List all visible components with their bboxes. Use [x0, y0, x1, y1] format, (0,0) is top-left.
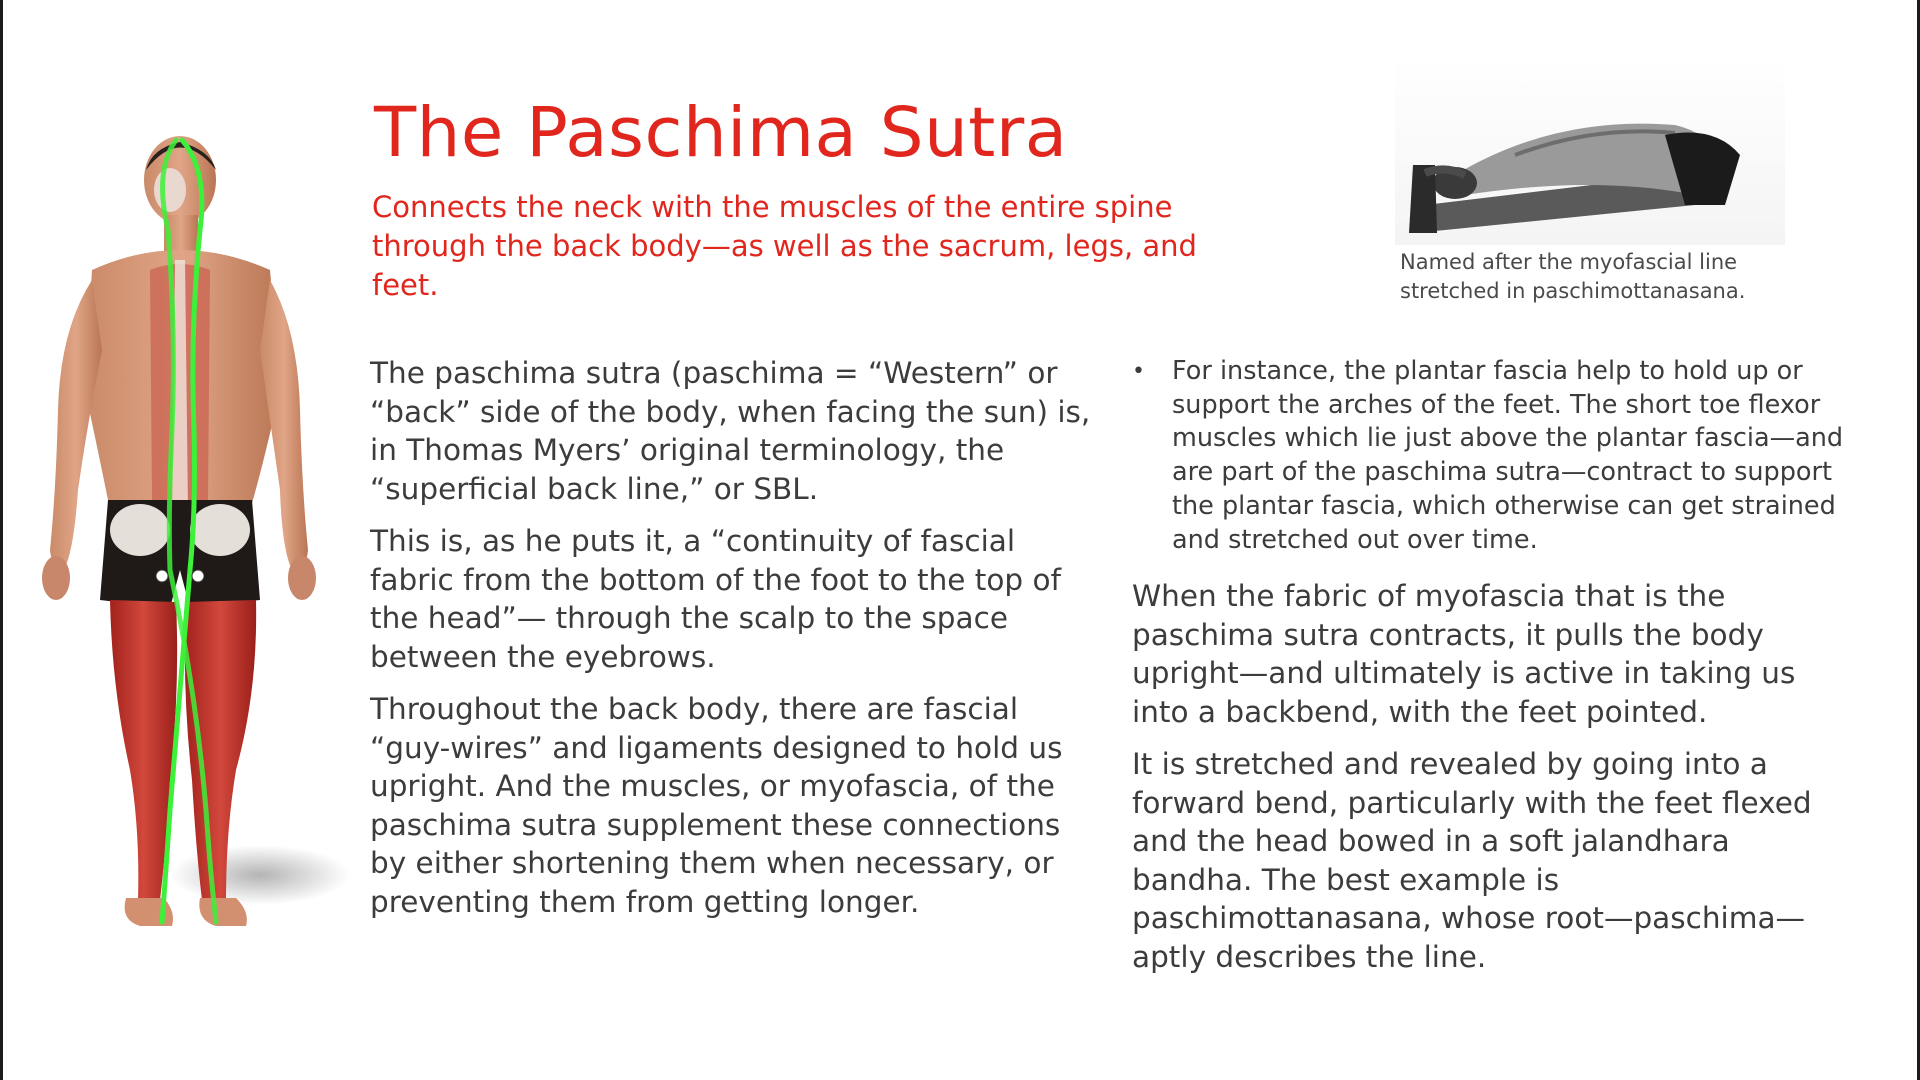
bullet-text: For instance, the plantar fascia help to… — [1172, 356, 1844, 555]
left-column: The paschima sutra (paschima = “Western”… — [370, 354, 1100, 935]
slide-frame-left — [0, 0, 3, 1080]
slide-frame-right — [1917, 0, 1920, 1080]
bullet-item: • For instance, the plantar fascia help … — [1132, 355, 1852, 557]
left-paragraph: This is, as he puts it, a “continuity of… — [370, 524, 1061, 674]
slide-title: The Paschima Sutra — [374, 93, 1068, 173]
slide-subtitle: Connects the neck with the muscles of th… — [372, 190, 1197, 302]
forward-bend-photo-icon — [1395, 55, 1785, 245]
bullet-marker: • — [1132, 359, 1145, 384]
anatomy-back-line-figure-icon — [30, 130, 350, 950]
photo-caption: Named after the myofascial line stretche… — [1400, 250, 1746, 303]
left-paragraph: Throughout the back body, there are fasc… — [370, 692, 1063, 919]
right-paragraph: It is stretched and revealed by going in… — [1132, 747, 1812, 974]
right-column: • For instance, the plantar fascia help … — [1132, 355, 1852, 990]
left-paragraph: The paschima sutra (paschima = “Western”… — [370, 356, 1091, 506]
right-paragraph: When the fabric of myofascia that is the… — [1132, 579, 1796, 729]
